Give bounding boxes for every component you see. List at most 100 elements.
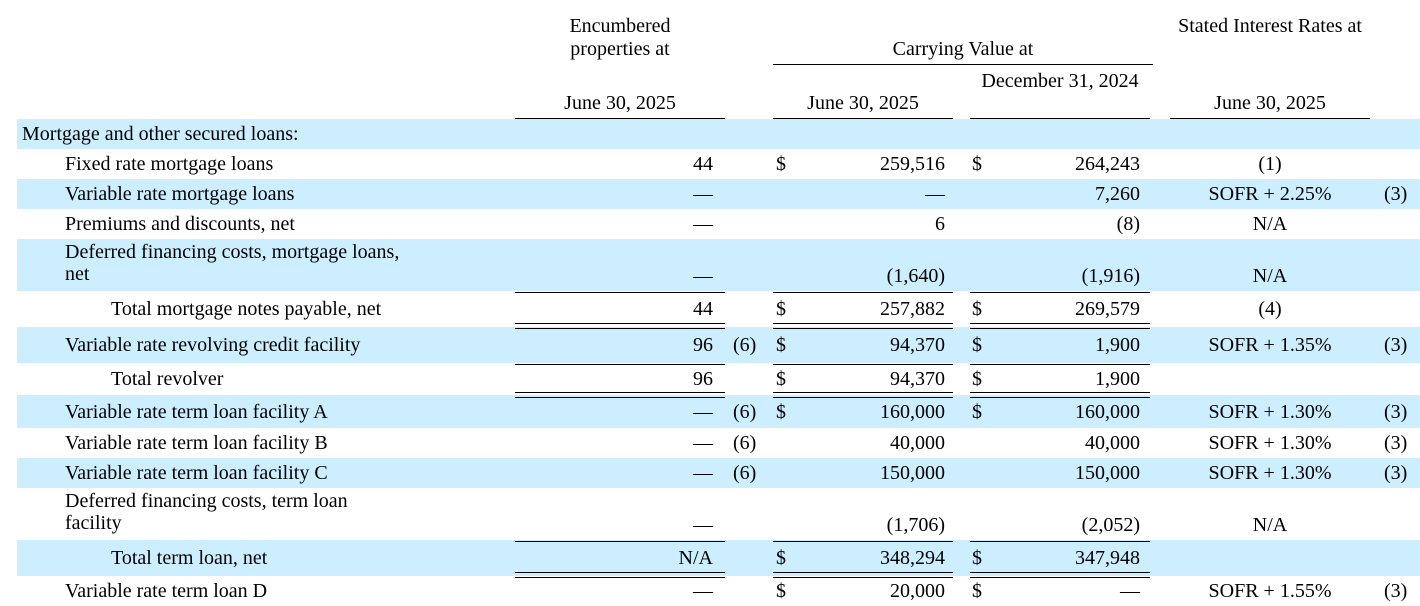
carrying-value-dec: 1,900 — [1095, 334, 1140, 356]
carrying-value-dec: (2,052) — [1081, 514, 1140, 536]
total-rule — [773, 572, 953, 578]
row-label: Premiums and discounts, net — [65, 213, 295, 235]
table-row: Variable rate term loan facility C — (6) 15… — [17, 458, 1420, 488]
rate-footnote: (3) — [1384, 183, 1408, 205]
dollar-sign-cv1: $ — [776, 547, 786, 569]
stated-rate: N/A — [1252, 265, 1288, 287]
encumbered-value: 44 — [693, 153, 713, 175]
dollar-sign-cv2: $ — [972, 401, 982, 423]
stated-rate: (4) — [1258, 298, 1282, 320]
row-label: Variable rate term loan facility A — [65, 401, 328, 423]
total-rule — [515, 572, 725, 578]
dollar-sign-cv2: $ — [972, 153, 982, 175]
total-rule — [970, 572, 1150, 578]
dollar-sign-cv1: $ — [776, 334, 786, 356]
row-label: Variable rate term loan D — [65, 580, 268, 602]
encumbered-value: — — [693, 183, 713, 205]
header-encumbered-date: June 30, 2025 — [564, 92, 676, 114]
carrying-value-dec: — — [1120, 580, 1140, 602]
encumbered-value: — — [693, 401, 713, 423]
total-rule — [773, 292, 953, 293]
table-row: Premiums and discounts, net — 6 (8) N/A — [17, 209, 1420, 239]
encumbered-value: — — [693, 213, 713, 235]
carrying-value-jun: (1,640) — [886, 265, 945, 287]
carrying-value-dec: 269,579 — [1075, 298, 1140, 320]
stated-rate: SOFR + 1.30% — [1208, 462, 1332, 484]
header-rule-rates — [1170, 118, 1370, 119]
carrying-value-dec: 347,948 — [1075, 547, 1140, 569]
stated-rate: N/A — [1252, 213, 1288, 235]
carrying-value-dec: (8) — [1116, 213, 1140, 235]
total-rule — [970, 392, 1150, 398]
table-row: Total revolver 96 $94,370 $1,900 — [17, 363, 1420, 395]
header-encumbered: Encumbered properties at — [569, 15, 671, 60]
encumbered-footnote: (6) — [733, 401, 757, 423]
carrying-value-jun: 6 — [935, 213, 945, 235]
carrying-value-jun: 40,000 — [890, 432, 945, 454]
table-row: Variable rate term loan D — $20,000 $ — SOFR … — [17, 576, 1420, 606]
total-rule — [970, 541, 1150, 542]
encumbered-value: — — [693, 514, 713, 536]
dollar-sign-cv1: $ — [776, 401, 786, 423]
header-cv-date-2: December 31, 2024 — [981, 70, 1139, 92]
dollar-sign-cv2: $ — [972, 298, 982, 320]
carrying-value-dec: 40,000 — [1085, 432, 1140, 454]
stated-rate: (1) — [1258, 153, 1282, 175]
encumbered-footnote: (6) — [733, 432, 757, 454]
carrying-value-jun: 257,882 — [880, 298, 945, 320]
rate-footnote: (3) — [1384, 334, 1408, 356]
stated-rate: SOFR + 1.55% — [1208, 580, 1332, 602]
row-label: Variable rate term loan facility C — [65, 462, 328, 484]
row-label: Deferred financing costs, term loan faci… — [65, 490, 348, 534]
total-rule — [970, 323, 1150, 329]
encumbered-value: 44 — [693, 298, 713, 320]
section-title-row: Mortgage and other secured loans: — [17, 119, 1420, 149]
row-label: Total mortgage notes payable, net — [111, 298, 382, 320]
carrying-value-jun: 348,294 — [880, 547, 945, 569]
table-row: Deferred financing costs, term loan faci… — [17, 488, 1420, 540]
total-rule — [515, 541, 725, 542]
total-rule — [515, 292, 725, 293]
total-rule — [773, 364, 953, 365]
stated-rate: SOFR + 1.30% — [1208, 401, 1332, 423]
row-label: Total term loan, net — [111, 547, 268, 569]
table-row: Variable rate term loan facility B — (6) 40… — [17, 428, 1420, 458]
table-row: Variable rate term loan facility A — (6) $1… — [17, 395, 1420, 428]
carrying-value-jun: 150,000 — [880, 462, 945, 484]
table-row: Total mortgage notes payable, net 44 $257,… — [17, 291, 1420, 327]
stated-rate: SOFR + 1.30% — [1208, 432, 1332, 454]
header-rule-encumbered — [515, 118, 725, 119]
carrying-value-jun: 160,000 — [880, 401, 945, 423]
encumbered-value: — — [693, 432, 713, 454]
header-cv-date-1: June 30, 2025 — [807, 92, 919, 114]
carrying-value-dec: 150,000 — [1075, 462, 1140, 484]
row-label: Variable rate mortgage loans — [65, 183, 295, 205]
carrying-value-dec: 1,900 — [1095, 368, 1140, 390]
total-rule — [515, 392, 725, 398]
table-row: Fixed rate mortgage loans 44 $259,516 $264,… — [17, 149, 1420, 179]
encumbered-value: — — [693, 580, 713, 602]
header-rule-cv2 — [970, 118, 1150, 119]
total-rule — [773, 323, 953, 329]
carrying-value-jun: (1,706) — [886, 514, 945, 536]
encumbered-footnote: (6) — [733, 334, 757, 356]
total-rule — [773, 541, 953, 542]
dollar-sign-cv2: $ — [972, 580, 982, 602]
header-stated-rates: Stated Interest Rates at — [1178, 15, 1362, 37]
stated-rate: N/A — [1252, 514, 1288, 536]
total-rule — [515, 364, 725, 365]
section-title: Mortgage and other secured loans: — [22, 123, 299, 145]
encumbered-value: — — [693, 462, 713, 484]
carrying-value-dec: 160,000 — [1075, 401, 1140, 423]
rate-footnote: (3) — [1384, 462, 1408, 484]
rate-footnote: (3) — [1384, 580, 1408, 602]
row-label: Variable rate revolving credit facility — [65, 334, 361, 356]
table-row: Total term loan, net N/A $348,294 $347,948 — [17, 540, 1420, 576]
carrying-value-dec: 7,260 — [1095, 183, 1140, 205]
carrying-value-jun: 94,370 — [890, 368, 945, 390]
row-label: Total revolver — [111, 368, 224, 390]
header-rule-cv1 — [773, 118, 953, 119]
header-rates-date: June 30, 2025 — [1214, 92, 1326, 114]
row-label: Deferred financing costs, mortgage loans… — [65, 241, 400, 285]
header-carrying-value-rule — [773, 64, 1153, 65]
